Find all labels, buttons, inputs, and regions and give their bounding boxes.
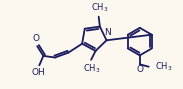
Text: O: O <box>33 34 40 43</box>
Text: N: N <box>104 28 111 37</box>
Text: OH: OH <box>32 68 45 77</box>
Text: CH$_3$: CH$_3$ <box>155 60 172 73</box>
Text: CH$_3$: CH$_3$ <box>91 2 108 14</box>
Text: CH$_3$: CH$_3$ <box>83 63 101 75</box>
Text: O: O <box>136 65 143 74</box>
